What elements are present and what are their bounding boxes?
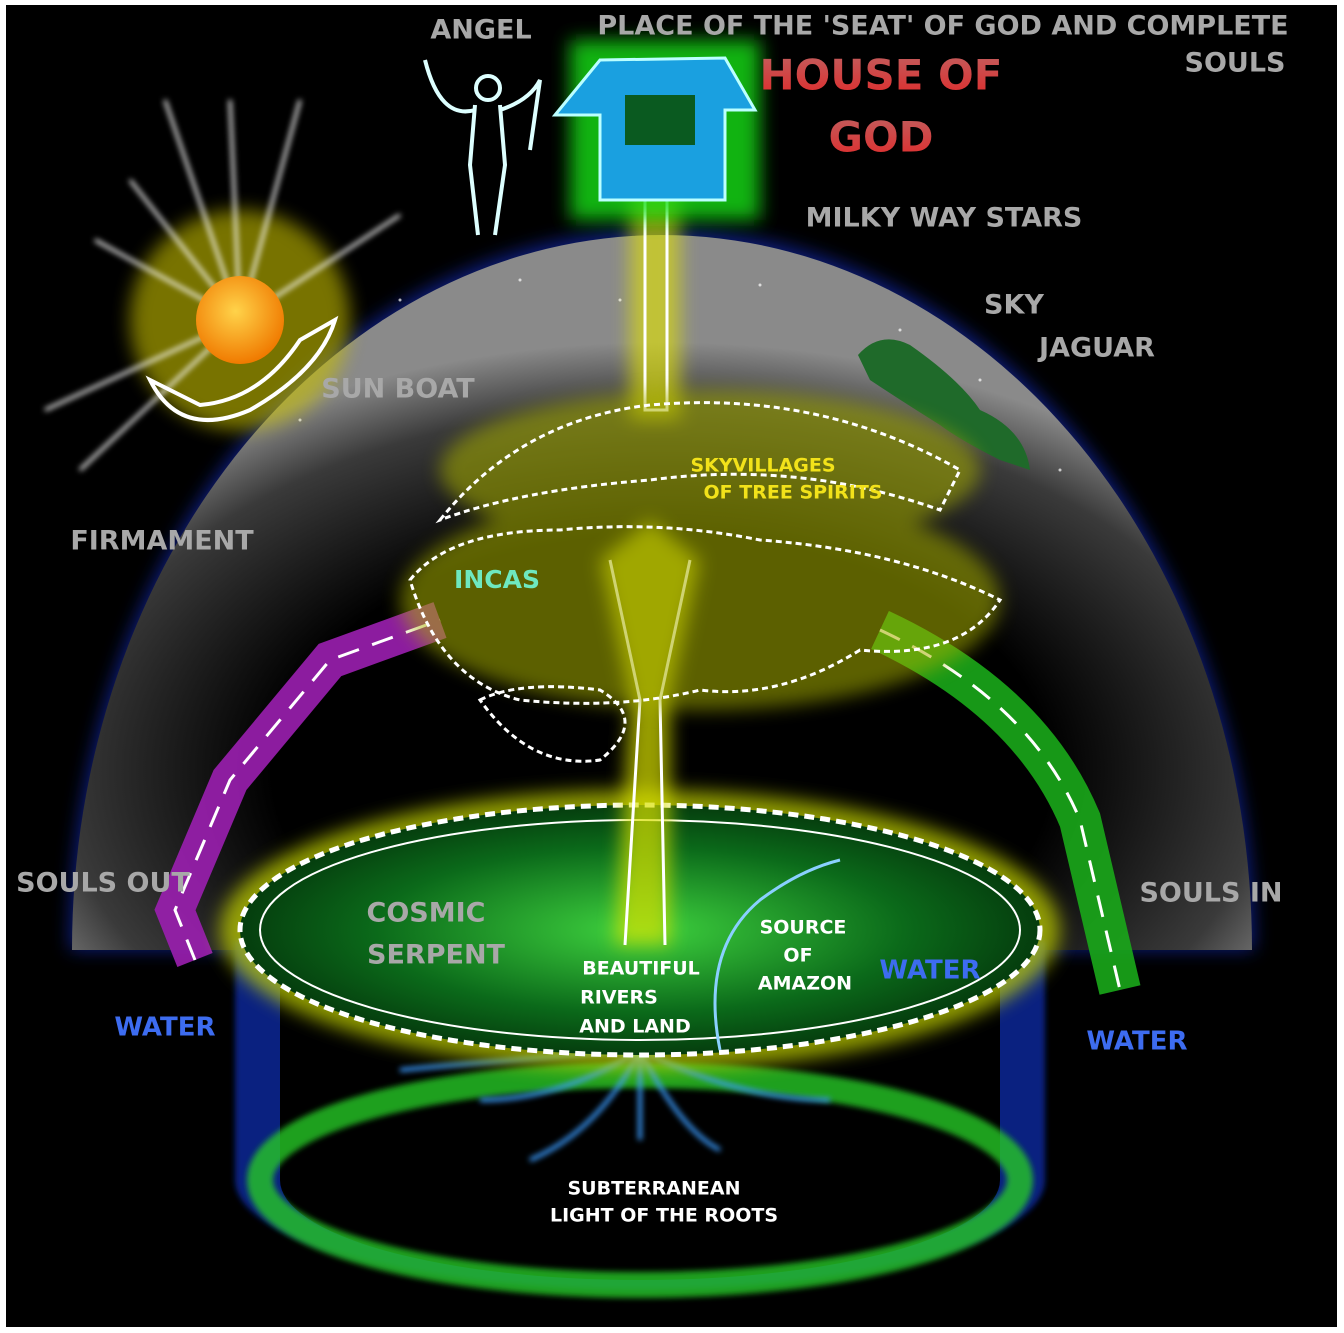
label-god: GOD	[828, 113, 933, 162]
label-souls-in: SOULS IN	[1139, 878, 1282, 909]
label-rivers: RIVERS	[580, 987, 658, 1009]
label-serpent: SERPENT	[367, 940, 506, 971]
label-light-roots: LIGHT OF THE ROOTS	[550, 1205, 778, 1227]
label-and-land: AND LAND	[579, 1016, 690, 1038]
label-sky: SKY	[984, 290, 1044, 321]
label-souls-out: SOULS OUT	[16, 868, 190, 899]
sun	[196, 276, 284, 364]
label-water: WATER	[1086, 1027, 1187, 1057]
label-amazon: AMAZON	[758, 973, 852, 995]
label-of: OF	[783, 945, 812, 967]
label-incas: INCAS	[454, 565, 540, 594]
label-cosmic: COSMIC	[367, 898, 486, 929]
label-place: PLACE OF THE 'SEAT' OF GOD AND COMPLETE	[597, 11, 1288, 42]
house-door	[625, 95, 695, 145]
diagram: ANGEL PLACE OF THE 'SEAT' OF GOD AND COM…	[0, 0, 1344, 1333]
canopy-glow	[400, 390, 1000, 710]
label-water: WATER	[879, 956, 980, 986]
label-firmament: FIRMAMENT	[70, 526, 254, 557]
label-source: SOURCE	[760, 917, 847, 939]
label-house-of: HOUSE OF	[760, 51, 1003, 100]
label-beautiful: BEAUTIFUL	[582, 958, 700, 980]
label-souls: SOULS	[1185, 48, 1286, 79]
label-milky-way: MILKY WAY STARS	[806, 203, 1083, 234]
label-water: WATER	[114, 1013, 215, 1043]
label-tree-spirits: OF TREE SPIRITS	[704, 482, 883, 504]
label-sun-boat: SUN BOAT	[321, 374, 475, 405]
label-jaguar: JAGUAR	[1037, 333, 1155, 364]
label-subterranean: SUBTERRANEAN	[568, 1178, 741, 1200]
label-skyvillages: SKYVILLAGES	[690, 455, 835, 477]
label-angel: ANGEL	[430, 15, 531, 46]
page: {"labels": ["ANGEL", "PLACE OF THE 'SEAT…	[0, 0, 1344, 1333]
